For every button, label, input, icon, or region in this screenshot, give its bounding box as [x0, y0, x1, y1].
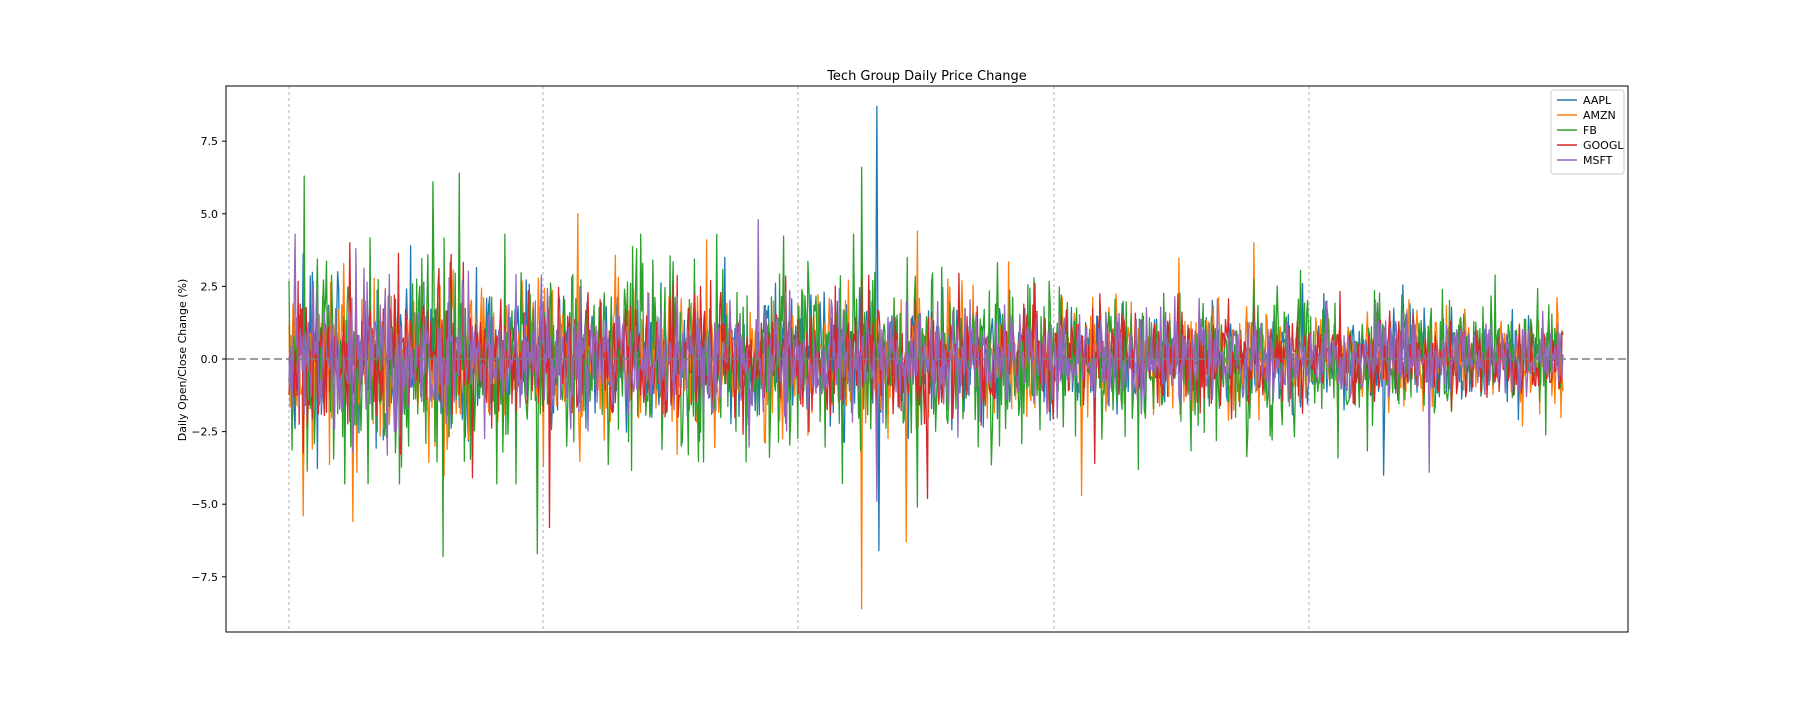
- y-tick-label: 5.0: [201, 208, 219, 221]
- y-axis-label: Daily Open/Close Change (%): [176, 279, 189, 442]
- y-tick-label: −5.0: [191, 498, 218, 511]
- legend-label-fb: FB: [1583, 124, 1597, 137]
- y-tick-label: 7.5: [201, 135, 219, 148]
- chart-title: Tech Group Daily Price Change: [826, 69, 1027, 84]
- y-tick-label: 0.0: [201, 353, 219, 366]
- legend-box: [1550, 89, 1625, 175]
- series-line-googl: [288, 242, 1564, 529]
- y-axis: −7.5 −5.0 −2.5 0.0 2.5 5.0 7.5: [191, 135, 226, 584]
- legend: AAPL AMZN FB GOOGL MSFT: [1550, 89, 1625, 175]
- legend-label-amzn: AMZN: [1583, 109, 1616, 122]
- y-tick-label: −2.5: [191, 426, 218, 439]
- series-line-msft: [288, 218, 1564, 502]
- legend-label-aapl: AAPL: [1583, 94, 1612, 107]
- y-tick-label: 2.5: [201, 280, 219, 293]
- series-layer: [226, 105, 1628, 610]
- legend-label-msft: MSFT: [1583, 154, 1613, 167]
- legend-label-googl: GOOGL: [1583, 139, 1624, 152]
- y-tick-label: −7.5: [191, 571, 218, 584]
